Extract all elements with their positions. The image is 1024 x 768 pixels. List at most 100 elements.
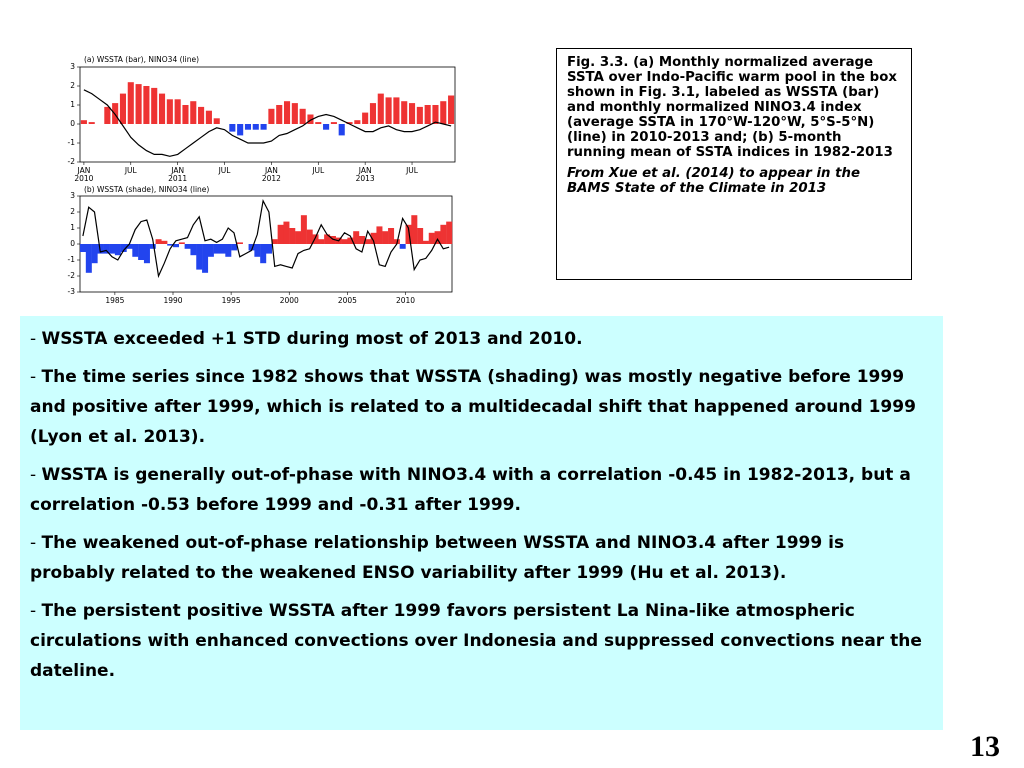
bar (338, 124, 345, 136)
x-tick-label: JUL (124, 166, 138, 175)
bar (174, 99, 181, 124)
bar (237, 124, 244, 136)
shade (417, 228, 424, 244)
bullet: - The weakened out-of-phase relationship… (30, 528, 933, 588)
bullet-text: The time series since 1982 shows that WS… (30, 367, 916, 447)
x-tick-label: JUL (218, 166, 232, 175)
bar (260, 124, 267, 130)
x-tick-label: JUL (405, 166, 419, 175)
bar (119, 93, 127, 124)
shade (231, 244, 238, 251)
shade (248, 244, 255, 251)
x-tick-label: JAN (76, 166, 90, 175)
shade (289, 228, 296, 244)
shade (359, 236, 366, 244)
y-tick-label: 1 (70, 223, 75, 232)
x-tick-label: 1995 (222, 296, 241, 305)
shade (382, 231, 389, 244)
shade (190, 244, 197, 256)
shade (388, 228, 395, 244)
shade (300, 215, 307, 244)
shade (143, 244, 150, 264)
bar (291, 103, 298, 124)
bullet-text: WSSTA is generally out-of-phase with NIN… (30, 465, 911, 515)
bullet: - The time series since 1982 shows that … (30, 362, 933, 452)
x-tick-label: JAN (264, 166, 278, 175)
shade (254, 244, 261, 257)
shade (236, 242, 243, 244)
shade (167, 244, 174, 246)
shade (260, 244, 267, 264)
bar (166, 99, 173, 124)
bullet-text: WSSTA exceeded +1 STD during most of 201… (41, 329, 583, 349)
bar (432, 105, 439, 124)
bullet-text: The weakened out-of-phase relationship b… (30, 533, 845, 583)
bullet-marker: - (30, 601, 37, 621)
shade (173, 244, 180, 248)
bar (315, 122, 322, 124)
bullet: - WSSTA exceeded +1 STD during most of 2… (30, 324, 933, 354)
shade (80, 244, 87, 252)
shade (329, 236, 336, 244)
bar (385, 97, 392, 124)
shade (213, 244, 220, 254)
bar (205, 110, 212, 124)
shade (149, 244, 156, 249)
bar (198, 106, 205, 124)
bar (424, 105, 431, 124)
y-tick-label: 0 (70, 239, 75, 248)
bar (346, 122, 353, 124)
plot-frame (79, 66, 456, 163)
y-tick-label: 0 (70, 119, 75, 128)
y-tick-label: -2 (68, 271, 76, 280)
shade (324, 234, 331, 244)
bar (80, 120, 87, 124)
page-number: 13 (970, 730, 1000, 763)
bar (151, 87, 158, 124)
bar (283, 101, 291, 124)
bullet-text: The persistent positive WSSTA after 1999… (30, 601, 922, 681)
bar (104, 106, 111, 124)
bar (190, 101, 197, 124)
shade (399, 244, 406, 249)
bar (299, 108, 306, 124)
line (82, 198, 450, 279)
shade (295, 231, 302, 244)
shade (341, 239, 348, 244)
shade (266, 244, 273, 254)
shade (312, 234, 319, 244)
x-tick-label: JAN (170, 166, 184, 175)
bullet-marker: - (30, 533, 37, 553)
shade (347, 237, 354, 244)
bar (213, 118, 220, 124)
y-tick-label: 1 (70, 100, 75, 109)
x-year-label: 2010 (74, 174, 93, 183)
bullet: - The persistent positive WSSTA after 19… (30, 596, 933, 686)
chart-title: (a) WSSTA (bar), NINO34 (line) (84, 55, 199, 64)
caption-text: Fig. 3.3. (a) Monthly normalized average… (567, 55, 897, 160)
x-year-label: 2012 (262, 174, 281, 183)
caption-source: From Xue et al. (2014) to appear in the … (567, 166, 860, 196)
y-tick-label: -2 (68, 157, 76, 166)
bar (127, 82, 134, 124)
shade (353, 231, 360, 244)
bar (276, 105, 283, 124)
x-year-label: 2011 (168, 174, 187, 183)
bar (416, 106, 423, 124)
bar (354, 120, 361, 124)
shade (207, 244, 214, 257)
shade (225, 244, 232, 257)
bar (330, 122, 337, 124)
bar (135, 84, 142, 124)
shade (132, 244, 139, 257)
shade (120, 244, 127, 252)
bar (182, 105, 189, 124)
bar (268, 108, 275, 124)
caption-box: Fig. 3.3. (a) Monthly normalized average… (556, 48, 912, 280)
bar (229, 124, 236, 132)
shade (434, 231, 441, 244)
shade (364, 239, 371, 244)
shade (370, 232, 377, 244)
y-tick-label: -3 (68, 287, 76, 296)
y-tick-label: -1 (68, 138, 76, 147)
